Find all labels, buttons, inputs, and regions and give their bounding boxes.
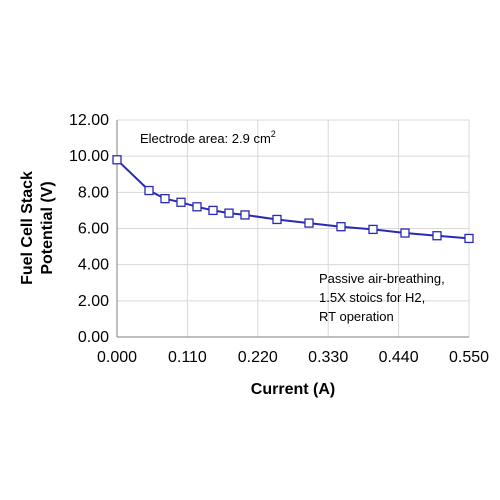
electrode-area-superscript: 2 <box>271 129 276 139</box>
x-tick-label: 0.550 <box>449 349 489 366</box>
y-tick-label: 4.00 <box>78 257 109 274</box>
y-axis-title: Fuel Cell Stack Potential (V) <box>19 171 56 285</box>
data-series <box>112 155 474 244</box>
y-axis-title-line-2: Potential (V) <box>39 181 56 274</box>
x-tick-label: 0.000 <box>97 349 137 366</box>
data-point-marker <box>240 210 250 220</box>
electrode-area-annotation: Electrode area: 2.9 cm2 <box>140 129 276 146</box>
x-tick-label: 0.110 <box>168 349 207 366</box>
series-line <box>116 159 470 240</box>
y-tick-label: 10.00 <box>69 148 109 165</box>
data-point-marker <box>304 218 314 228</box>
data-point-marker <box>192 202 202 212</box>
y-tick-label: 2.00 <box>78 293 109 310</box>
x-tick-label: 0.330 <box>308 349 348 366</box>
data-point-marker <box>112 155 122 165</box>
data-point-marker <box>336 222 346 232</box>
data-point-marker <box>208 205 218 216</box>
data-point-marker <box>160 194 170 204</box>
data-point-marker <box>144 185 154 196</box>
y-tick-labels: 0.00 2.00 4.00 6.00 8.00 10.00 12.00 <box>69 112 109 346</box>
gridlines <box>117 119 470 337</box>
y-axis-title-line-1: Fuel Cell Stack <box>19 171 36 285</box>
x-tick-labels: 0.000 0.110 0.220 0.330 0.440 0.550 <box>97 349 489 366</box>
conditions-line-2: 1.5X stoics for H2, <box>319 290 425 305</box>
y-tick-label: 8.00 <box>78 184 109 201</box>
y-tick-label: 12.00 <box>69 112 109 129</box>
y-tick-label: 6.00 <box>78 221 109 238</box>
data-point-marker <box>400 228 410 238</box>
x-tick-label: 0.440 <box>379 349 419 366</box>
data-point-marker <box>272 214 282 225</box>
data-point-marker <box>224 208 234 218</box>
data-point-marker <box>432 231 442 241</box>
x-axis-title: Current (A) <box>251 381 335 398</box>
conditions-line-3: RT operation <box>319 309 394 324</box>
data-point-marker <box>176 197 186 207</box>
data-point-marker <box>464 233 474 244</box>
x-tick-label: 0.220 <box>238 349 278 366</box>
electrode-area-text: Electrode area: 2.9 cm <box>140 131 271 146</box>
conditions-annotation: Passive air-breathing, 1.5X stoics for H… <box>319 271 448 324</box>
conditions-line-1: Passive air-breathing, <box>319 271 445 286</box>
data-point-marker <box>368 224 378 235</box>
y-tick-label: 0.00 <box>78 329 109 346</box>
